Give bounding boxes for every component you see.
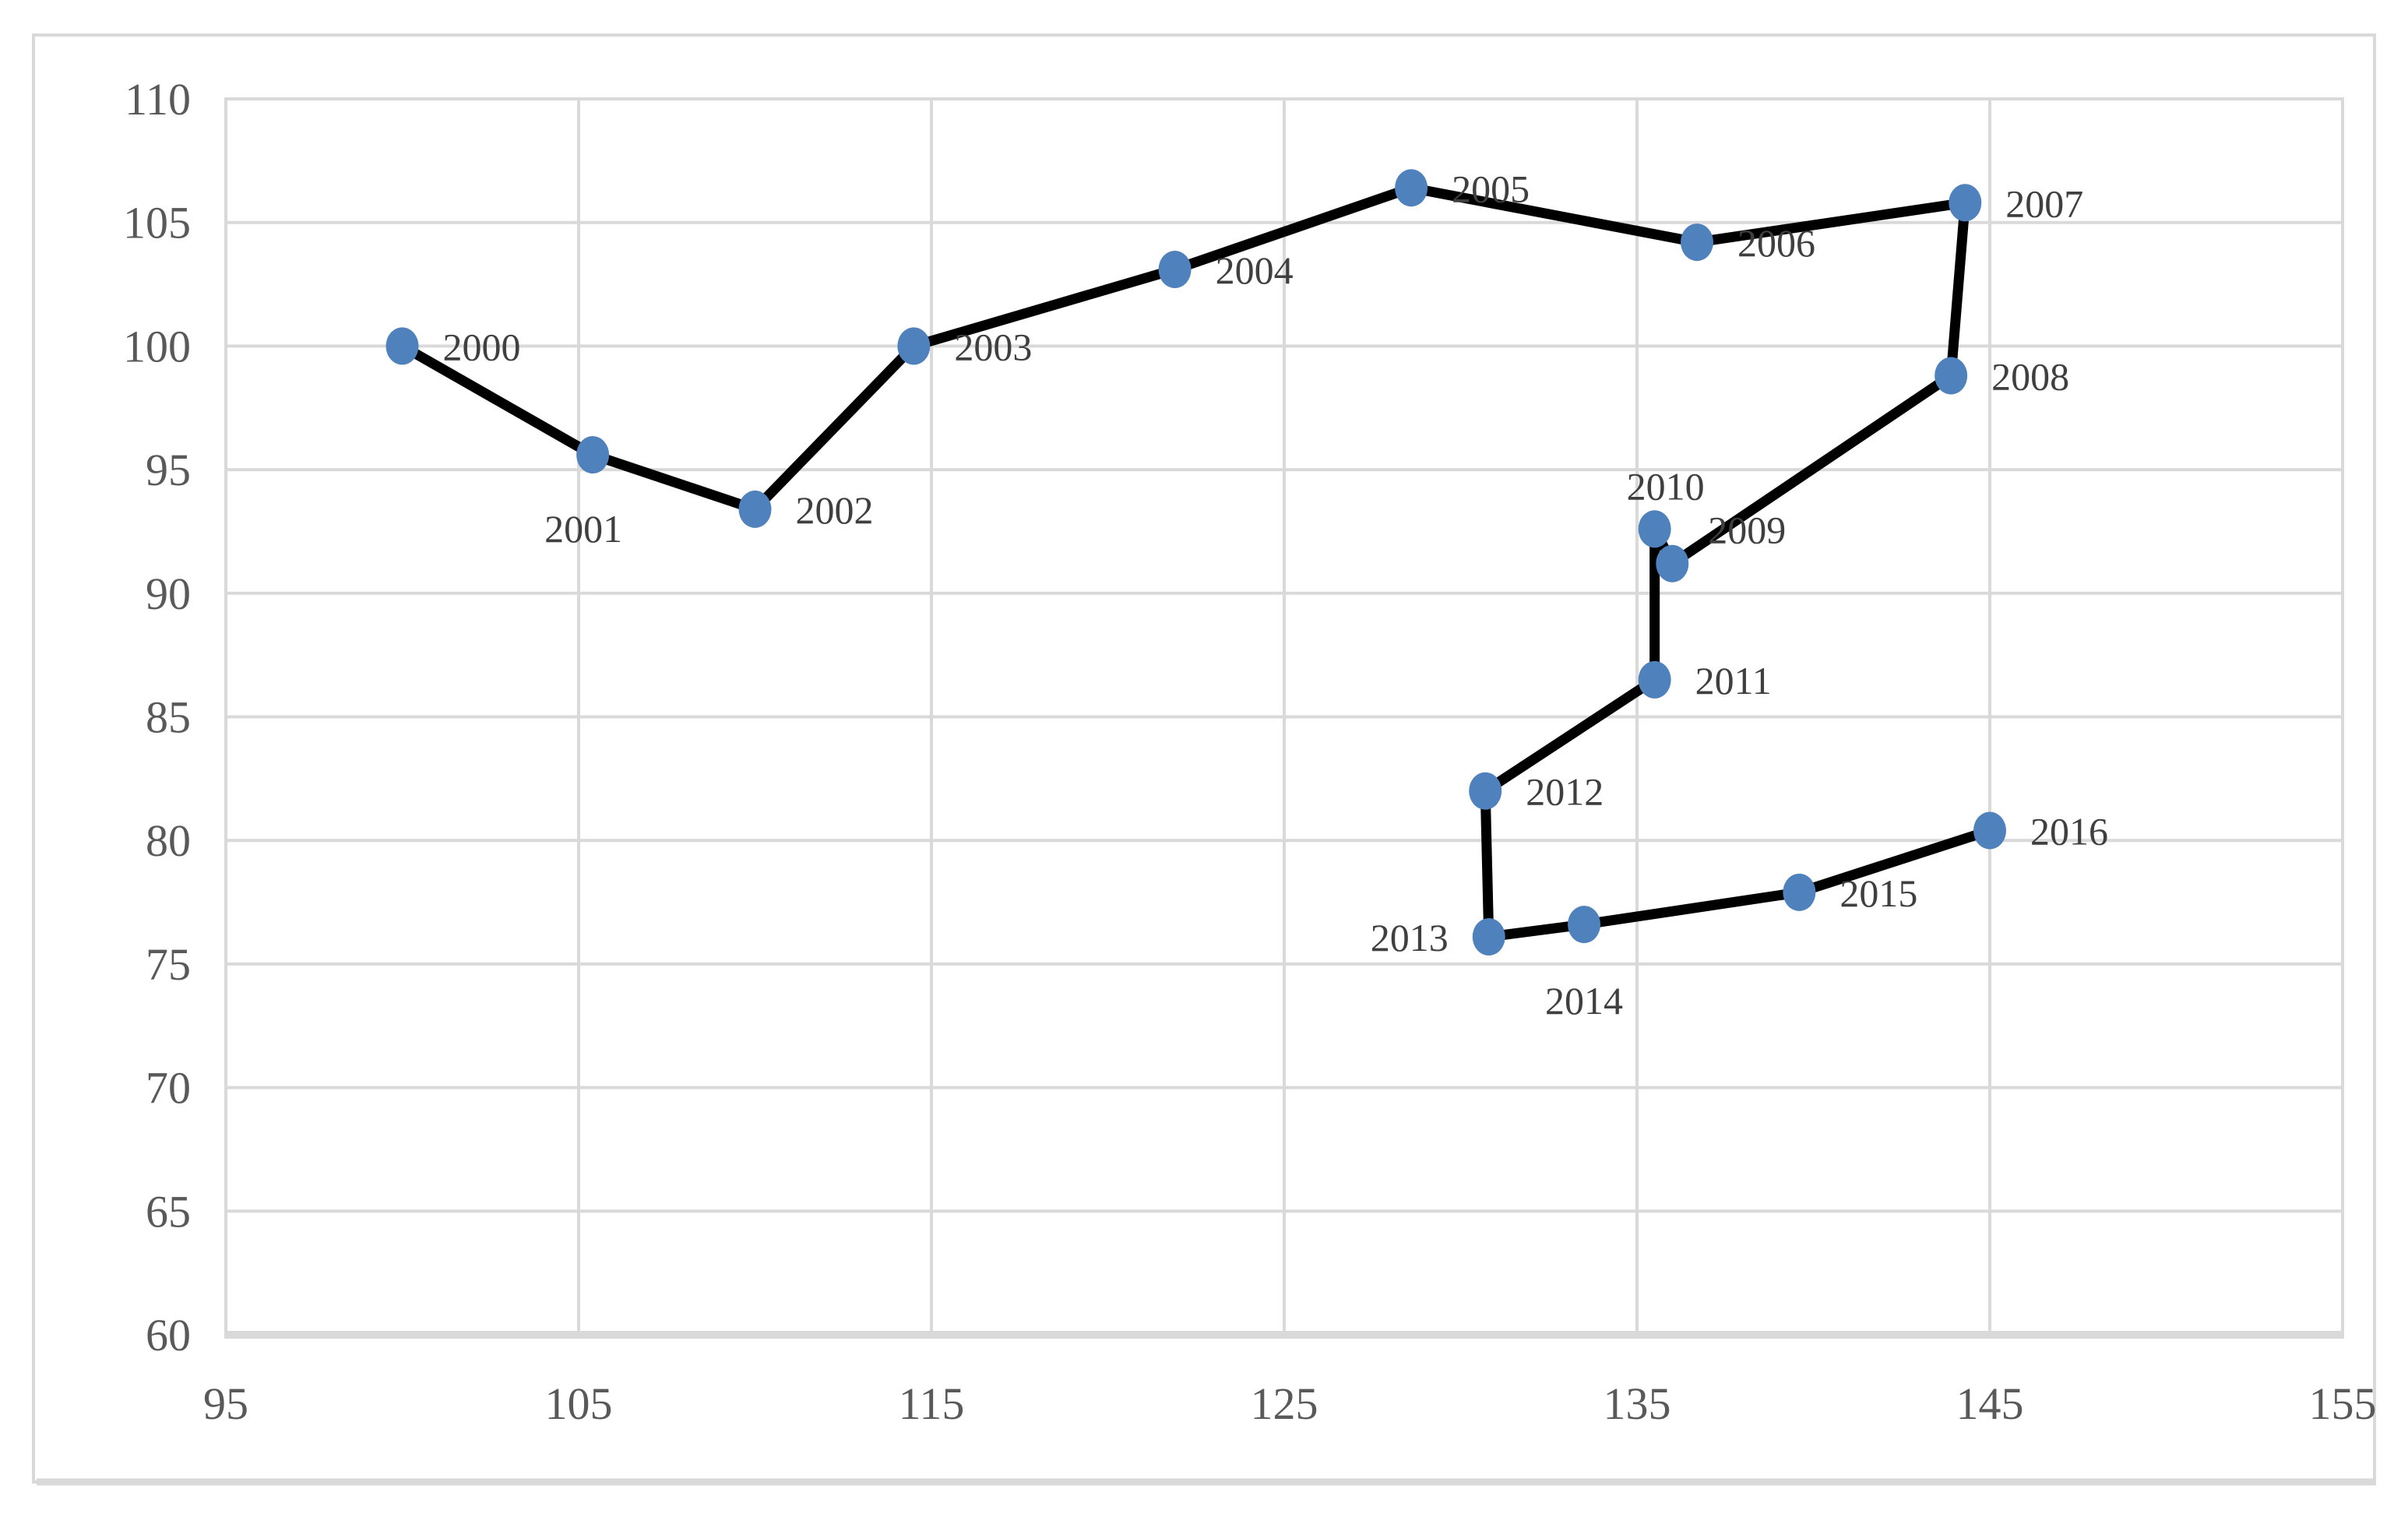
series-line <box>397 182 1995 942</box>
data-point-label: 2015 <box>1839 871 1917 915</box>
x-tick-label: 95 <box>203 1378 248 1429</box>
figure-border <box>32 33 2376 1484</box>
data-point-label: 2005 <box>1452 167 1530 210</box>
data-point-marker <box>1656 544 1689 582</box>
data-point-marker <box>1568 906 1601 944</box>
data-point-marker <box>1783 873 1816 911</box>
x-tick-label: 155 <box>2309 1378 2377 1429</box>
data-point-marker <box>576 436 610 474</box>
data-point-label: 2008 <box>1991 354 2069 398</box>
y-tick-label: 105 <box>123 198 191 248</box>
data-point-label: 2003 <box>954 325 1032 368</box>
data-point-label: 2014 <box>1545 979 1623 1022</box>
data-point-marker <box>1469 772 1502 810</box>
data-point-label: 2000 <box>443 325 521 368</box>
data-point-label: 2013 <box>1371 916 1449 959</box>
data-point-marker <box>738 490 772 528</box>
data-point-marker <box>1949 184 1982 222</box>
data-point-marker <box>1638 510 1671 548</box>
y-tick-label: 75 <box>146 939 191 990</box>
data-point-label: 2011 <box>1695 659 1772 702</box>
data-point-label: 2006 <box>1737 221 1815 265</box>
x-tick-label: 105 <box>545 1378 613 1429</box>
y-tick-label: 85 <box>146 692 191 743</box>
data-point-marker <box>897 327 931 365</box>
data-point-marker <box>1472 917 1505 956</box>
data-point-label: 2002 <box>796 488 874 532</box>
y-tick-label: 65 <box>146 1186 191 1237</box>
x-tick-label: 115 <box>899 1378 965 1429</box>
data-point-label: 2007 <box>2005 181 2083 225</box>
y-tick-label: 60 <box>146 1310 191 1360</box>
data-point-marker <box>1681 223 1714 262</box>
y-tick-label: 70 <box>146 1063 191 1114</box>
x-tick-label: 135 <box>1604 1378 1671 1429</box>
data-point-marker <box>1158 251 1192 289</box>
data-point-label: 2016 <box>2030 810 2108 854</box>
data-point-marker <box>1973 811 2006 850</box>
data-point-label: 2004 <box>1216 248 1294 292</box>
y-tick-label: 110 <box>125 74 191 125</box>
data-point-label: 2009 <box>1708 509 1786 552</box>
data-point-marker <box>1934 357 1968 395</box>
data-point-label: 2012 <box>1526 770 1604 814</box>
x-tick-label: 145 <box>1956 1378 2024 1429</box>
data-point-label: 2001 <box>544 507 622 551</box>
data-point-label: 2010 <box>1627 464 1705 508</box>
y-tick-label: 100 <box>123 321 191 371</box>
data-point-marker <box>1638 660 1671 699</box>
y-tick-label: 80 <box>146 815 191 866</box>
data-point-marker <box>385 327 419 365</box>
y-tick-label: 95 <box>146 445 191 495</box>
data-point-marker <box>1395 169 1428 207</box>
y-tick-label: 90 <box>146 568 191 619</box>
x-tick-label: 125 <box>1251 1378 1318 1429</box>
